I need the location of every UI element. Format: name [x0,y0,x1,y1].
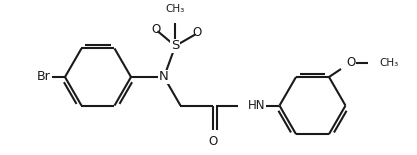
Text: HN: HN [248,99,265,112]
Text: Br: Br [37,71,51,84]
Text: O: O [193,26,202,39]
Text: N: N [159,71,169,84]
Text: CH₃: CH₃ [379,58,398,68]
Text: O: O [347,57,356,69]
Text: O: O [209,135,218,148]
Text: S: S [171,40,179,53]
Text: CH₃: CH₃ [166,4,185,14]
Text: O: O [151,23,160,36]
